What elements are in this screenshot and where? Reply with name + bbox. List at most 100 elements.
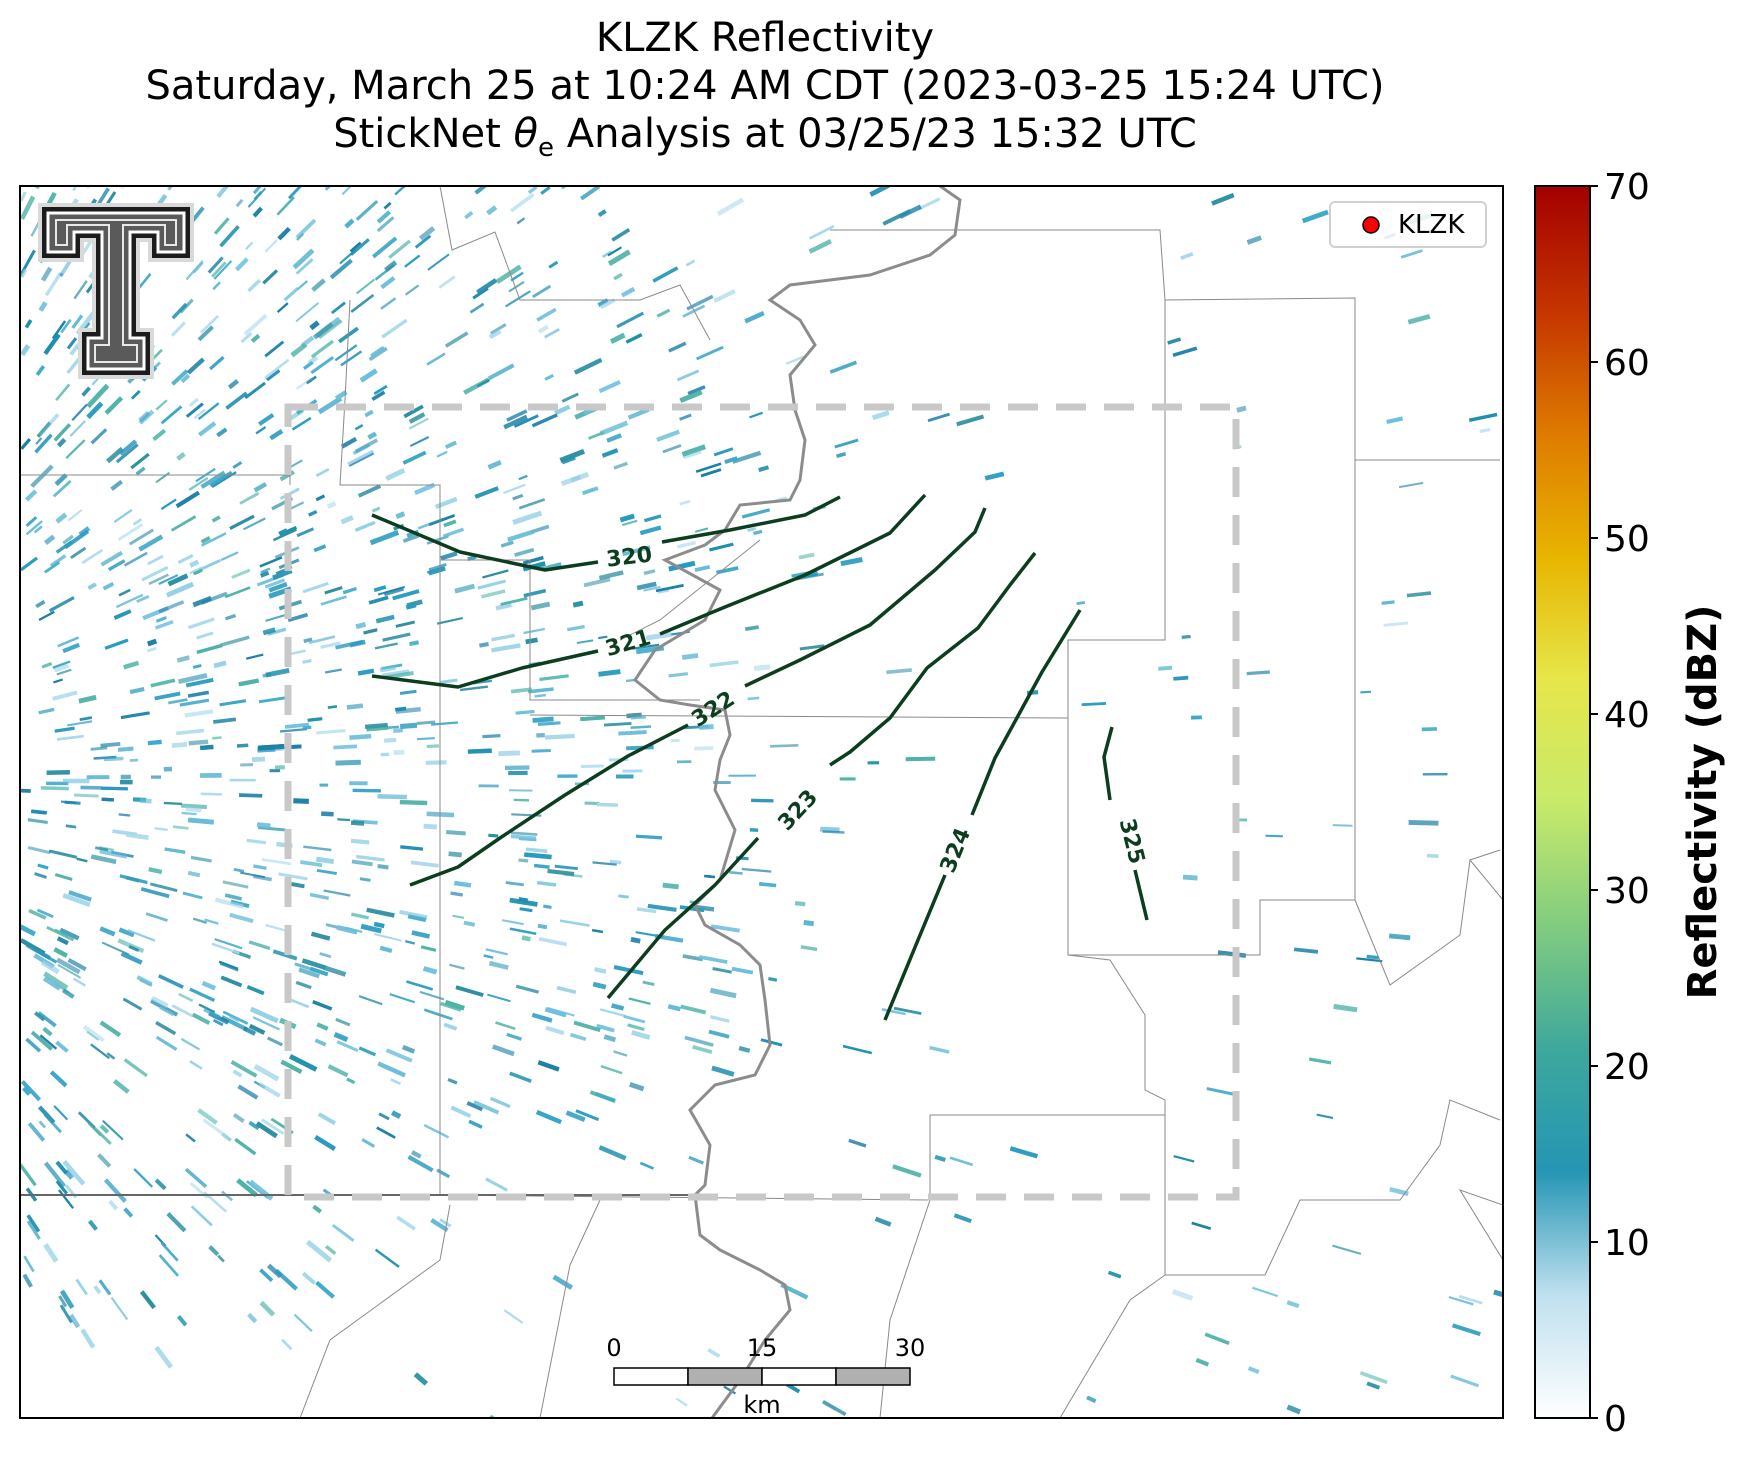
reflectivity-gate	[201, 980, 216, 991]
reflectivity-gate	[231, 568, 251, 579]
reflectivity-gate	[97, 1153, 112, 1168]
reflectivity-gate	[129, 686, 145, 695]
reflectivity-gate	[217, 1254, 225, 1263]
reflectivity-gate	[69, 420, 86, 437]
reflectivity-gate	[408, 417, 429, 430]
reflectivity-gate	[334, 390, 348, 401]
reflectivity-gate	[308, 635, 336, 645]
reflectivity-gate	[20, 344, 31, 357]
reflectivity-gate	[469, 302, 485, 314]
reflectivity-gate	[35, 437, 43, 445]
reflectivity-gate	[36, 421, 52, 438]
reflectivity-gate	[580, 186, 601, 201]
reflectivity-gate	[1400, 249, 1423, 259]
reflectivity-gate	[86, 401, 104, 420]
reflectivity-gate	[710, 924, 740, 933]
reflectivity-gate	[423, 1008, 453, 1021]
reflectivity-gate	[309, 966, 329, 977]
reflectivity-gate	[1180, 252, 1194, 260]
reflectivity-gate	[110, 479, 123, 491]
reflectivity-gate	[440, 678, 458, 684]
reflectivity-gate	[310, 355, 335, 375]
reflectivity-gate	[662, 444, 682, 454]
reflectivity-gate	[41, 662, 53, 669]
reflectivity-gate	[56, 957, 81, 975]
reflectivity-gate	[620, 286, 636, 298]
reflectivity-gate	[1252, 1286, 1278, 1298]
reflectivity-gate	[375, 614, 395, 624]
reflectivity-gate	[1108, 1270, 1122, 1279]
reflectivity-gate	[68, 1313, 81, 1329]
reflectivity-gate	[185, 260, 204, 281]
reflectivity-gate	[154, 827, 168, 831]
reflectivity-gate	[160, 498, 177, 510]
reflectivity-gate	[609, 859, 622, 865]
reflectivity-gate	[279, 728, 307, 733]
reflectivity-gate	[42, 976, 62, 991]
reflectivity-gate	[187, 870, 201, 878]
reflectivity-gate	[482, 734, 501, 739]
reflectivity-gate	[594, 967, 607, 974]
reflectivity-gate	[56, 668, 72, 676]
reflectivity-gate	[204, 918, 219, 925]
contour-324	[883, 874, 947, 1021]
reflectivity-gate	[288, 186, 303, 200]
reflectivity-gate	[694, 527, 709, 533]
reflectivity-gate	[519, 837, 537, 842]
reflectivity-gate	[694, 746, 714, 751]
reflectivity-gate	[44, 561, 61, 574]
reflectivity-gate	[34, 433, 53, 454]
reflectivity-gate	[259, 1300, 276, 1317]
contour-325	[1102, 726, 1114, 801]
reflectivity-gate	[376, 216, 395, 233]
reflectivity-gate	[212, 736, 222, 740]
reflectivity-gate	[580, 715, 606, 722]
reflectivity-gate	[430, 1218, 449, 1233]
reflectivity-gate	[192, 917, 208, 924]
reflectivity-gate	[808, 239, 832, 254]
reflectivity-gate	[260, 570, 270, 578]
reflectivity-gate	[257, 744, 285, 751]
reflectivity-gate	[595, 1091, 616, 1103]
reflectivity-gate	[538, 936, 568, 947]
reflectivity-gate	[244, 381, 266, 400]
reflectivity-gate	[446, 829, 466, 836]
reflectivity-gate	[108, 1199, 119, 1211]
reflectivity-gate	[487, 363, 515, 381]
reflectivity-gate	[371, 390, 386, 401]
colorbar-tick-label: 50	[1604, 519, 1650, 560]
reflectivity-gate	[668, 560, 696, 572]
reflectivity-gate	[147, 554, 164, 566]
reflectivity-gate	[667, 1004, 681, 1012]
reflectivity-gate	[317, 1112, 337, 1126]
reflectivity-gate	[377, 863, 389, 870]
reflectivity-gate	[376, 1126, 396, 1139]
reflectivity-gate	[261, 858, 292, 866]
reflectivity-gate	[197, 325, 214, 342]
reflectivity-gate	[738, 1045, 751, 1053]
reflectivity-gate	[710, 1015, 730, 1023]
reflectivity-gate	[315, 1280, 335, 1299]
reflectivity-gate	[39, 1034, 58, 1050]
reflectivity-gate	[213, 660, 227, 669]
reflectivity-gate	[335, 1017, 351, 1027]
reflectivity-gate	[65, 824, 77, 829]
reflectivity-gate	[152, 428, 166, 442]
reflectivity-gate	[203, 1007, 221, 1019]
reflectivity-gate	[1479, 427, 1491, 434]
reflectivity-gate	[335, 639, 364, 650]
reflectivity-gate	[208, 1245, 220, 1257]
contour-320	[371, 513, 599, 572]
reflectivity-gate	[128, 945, 140, 952]
reflectivity-gate	[312, 1000, 333, 1011]
reflectivity-gate	[182, 891, 203, 900]
reflectivity-gate	[253, 864, 267, 870]
reflectivity-gate	[464, 211, 474, 220]
reflectivity-gate	[803, 919, 815, 927]
reflectivity-gate	[53, 678, 64, 684]
reflectivity-gate	[108, 559, 126, 572]
reflectivity-gate	[681, 444, 706, 457]
reflectivity-gate	[425, 760, 447, 765]
reflectivity-gate	[382, 632, 411, 642]
reflectivity-gate	[785, 355, 805, 365]
